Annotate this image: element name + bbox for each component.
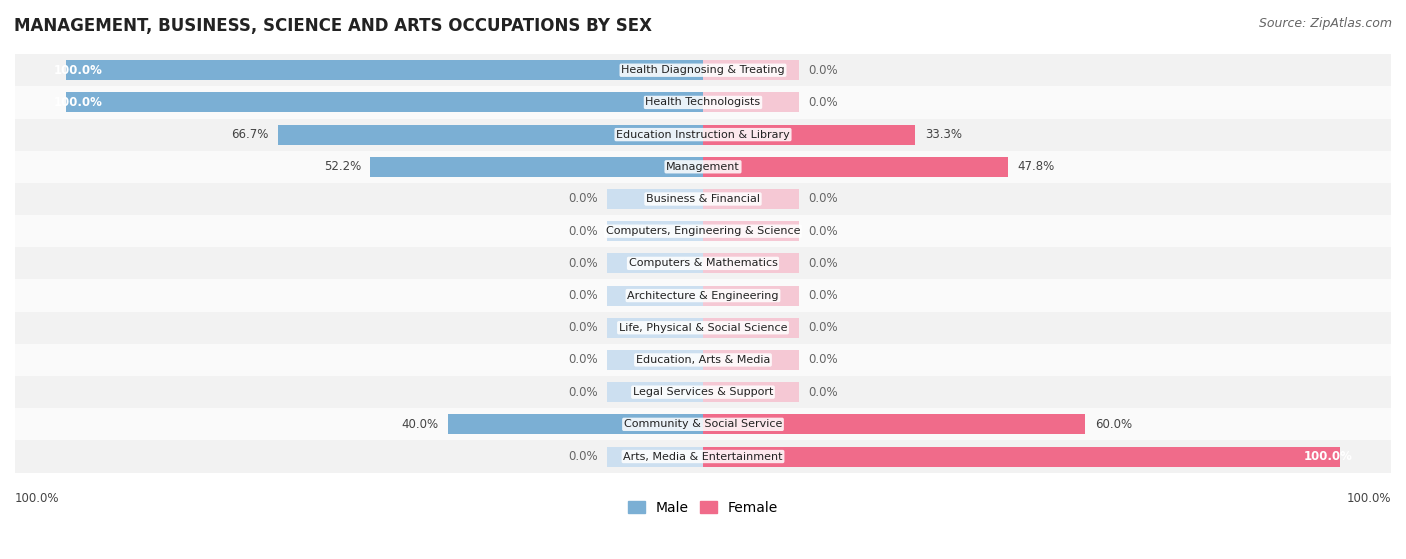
- Bar: [66, 60, 703, 80]
- Text: Source: ZipAtlas.com: Source: ZipAtlas.com: [1258, 17, 1392, 30]
- Bar: [15, 312, 1391, 344]
- Bar: [15, 440, 1391, 472]
- Text: Business & Financial: Business & Financial: [645, 194, 761, 204]
- Text: 60.0%: 60.0%: [1095, 418, 1132, 431]
- Text: 100.0%: 100.0%: [53, 64, 103, 77]
- Bar: [15, 215, 1391, 247]
- Text: Health Diagnosing & Treating: Health Diagnosing & Treating: [621, 65, 785, 75]
- Text: Legal Services & Support: Legal Services & Support: [633, 387, 773, 397]
- Text: 0.0%: 0.0%: [808, 289, 838, 302]
- Text: 0.0%: 0.0%: [568, 192, 598, 206]
- Bar: [703, 189, 799, 209]
- Text: 100.0%: 100.0%: [15, 492, 59, 505]
- Bar: [703, 447, 1340, 467]
- Text: 100.0%: 100.0%: [1347, 492, 1391, 505]
- Text: 100.0%: 100.0%: [1303, 450, 1353, 463]
- Text: Life, Physical & Social Science: Life, Physical & Social Science: [619, 323, 787, 333]
- Bar: [607, 221, 703, 241]
- Bar: [607, 382, 703, 402]
- Bar: [703, 447, 1340, 467]
- Text: 0.0%: 0.0%: [808, 64, 838, 77]
- Bar: [703, 253, 799, 273]
- Legend: Male, Female: Male, Female: [623, 495, 783, 520]
- Text: 0.0%: 0.0%: [808, 257, 838, 270]
- Text: 66.7%: 66.7%: [231, 128, 269, 141]
- Text: 52.2%: 52.2%: [323, 160, 361, 173]
- Text: 33.3%: 33.3%: [925, 128, 962, 141]
- Bar: [15, 408, 1391, 440]
- Text: Computers & Mathematics: Computers & Mathematics: [628, 258, 778, 268]
- Bar: [15, 86, 1391, 119]
- Text: 0.0%: 0.0%: [808, 386, 838, 399]
- Bar: [703, 414, 1085, 434]
- Text: Education Instruction & Library: Education Instruction & Library: [616, 130, 790, 140]
- Bar: [703, 382, 799, 402]
- Text: 0.0%: 0.0%: [568, 386, 598, 399]
- Text: Arts, Media & Entertainment: Arts, Media & Entertainment: [623, 452, 783, 462]
- Text: Management: Management: [666, 162, 740, 172]
- Bar: [15, 119, 1391, 151]
- Bar: [703, 221, 799, 241]
- Text: 0.0%: 0.0%: [568, 289, 598, 302]
- Text: 100.0%: 100.0%: [53, 96, 103, 109]
- Bar: [278, 125, 703, 145]
- Bar: [278, 125, 703, 145]
- Bar: [370, 157, 703, 177]
- Text: 0.0%: 0.0%: [808, 96, 838, 109]
- Bar: [449, 414, 703, 434]
- Bar: [703, 414, 1085, 434]
- Bar: [15, 247, 1391, 280]
- Text: 0.0%: 0.0%: [808, 353, 838, 367]
- Bar: [15, 54, 1391, 86]
- Bar: [607, 286, 703, 306]
- Bar: [15, 280, 1391, 312]
- Bar: [607, 253, 703, 273]
- Text: Architecture & Engineering: Architecture & Engineering: [627, 291, 779, 301]
- Bar: [607, 189, 703, 209]
- Bar: [703, 125, 915, 145]
- Bar: [15, 151, 1391, 183]
- Text: Education, Arts & Media: Education, Arts & Media: [636, 355, 770, 365]
- Text: 0.0%: 0.0%: [568, 321, 598, 334]
- Text: 0.0%: 0.0%: [568, 353, 598, 367]
- Text: 0.0%: 0.0%: [568, 257, 598, 270]
- Bar: [66, 92, 703, 112]
- Text: Community & Social Service: Community & Social Service: [624, 419, 782, 429]
- Bar: [15, 183, 1391, 215]
- Text: Health Technologists: Health Technologists: [645, 97, 761, 107]
- Bar: [607, 350, 703, 370]
- Bar: [703, 157, 1008, 177]
- Bar: [703, 350, 799, 370]
- Text: 0.0%: 0.0%: [808, 192, 838, 206]
- Bar: [703, 60, 799, 80]
- Bar: [370, 157, 703, 177]
- Bar: [703, 157, 1008, 177]
- Bar: [15, 344, 1391, 376]
- Text: Computers, Engineering & Science: Computers, Engineering & Science: [606, 226, 800, 236]
- Text: 0.0%: 0.0%: [808, 321, 838, 334]
- Bar: [703, 318, 799, 338]
- Text: 40.0%: 40.0%: [402, 418, 439, 431]
- Text: 0.0%: 0.0%: [568, 450, 598, 463]
- Bar: [703, 92, 799, 112]
- Text: MANAGEMENT, BUSINESS, SCIENCE AND ARTS OCCUPATIONS BY SEX: MANAGEMENT, BUSINESS, SCIENCE AND ARTS O…: [14, 17, 652, 35]
- Bar: [607, 318, 703, 338]
- Text: 47.8%: 47.8%: [1017, 160, 1054, 173]
- Bar: [66, 60, 703, 80]
- Bar: [607, 447, 703, 467]
- Text: 0.0%: 0.0%: [568, 225, 598, 238]
- Text: 0.0%: 0.0%: [808, 225, 838, 238]
- Bar: [703, 286, 799, 306]
- Bar: [66, 92, 703, 112]
- Bar: [449, 414, 703, 434]
- Bar: [15, 376, 1391, 408]
- Bar: [703, 125, 915, 145]
